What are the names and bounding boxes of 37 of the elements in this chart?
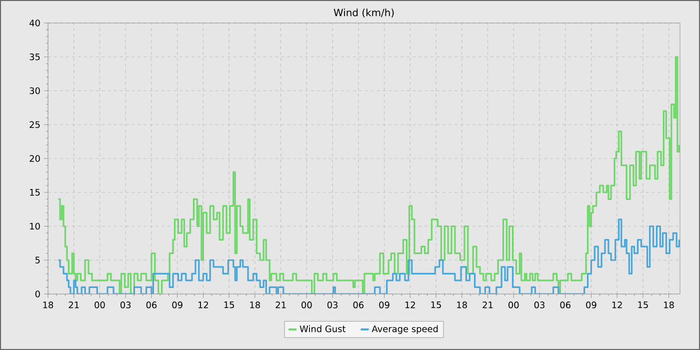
y-tick-label: 0	[35, 290, 40, 298]
x-tick-label: 03	[120, 302, 131, 308]
x-tick-label: 12	[612, 302, 622, 308]
legend-label: Average speed	[372, 325, 438, 334]
y-tick-label: 15	[30, 189, 40, 196]
x-tick-label: 06	[146, 302, 157, 308]
x-tick-label: 12	[405, 302, 415, 308]
y-tick-label: 10	[30, 222, 40, 230]
x-tick-label: 15	[431, 302, 441, 308]
x-tick-label: 03	[534, 302, 544, 308]
y-tick-label: 40	[30, 20, 40, 26]
x-tick-label: 09	[586, 302, 596, 308]
x-tick-label: 18	[457, 302, 467, 308]
x-tick-label: 06	[560, 302, 570, 308]
y-tick-label: 5	[35, 256, 40, 264]
x-tick-label: 15	[224, 302, 234, 308]
x-tick-label: 21	[276, 302, 286, 308]
x-tick-label: 12	[198, 302, 208, 308]
y-tick-label: 35	[30, 53, 40, 60]
x-tick-label: 09	[172, 302, 182, 308]
x-tick-label: 00	[302, 302, 312, 308]
legend-label: Wind Gust	[300, 325, 346, 332]
x-tick-label: 18	[43, 302, 54, 308]
x-tick-label: 18	[250, 302, 260, 308]
x-tick-label: 00	[508, 302, 519, 308]
x-tick-label: 18	[664, 302, 674, 308]
y-tick-label: 30	[30, 87, 40, 94]
x-tick-label: 21	[68, 302, 79, 308]
x-tick-label: 15	[638, 302, 648, 308]
x-tick-label: 00	[94, 302, 105, 308]
chart-title: Wind (km/h)	[334, 8, 394, 18]
y-tick-label: 20	[30, 155, 40, 162]
y-tick-label: 25	[30, 121, 40, 128]
x-tick-label: 03	[327, 302, 338, 308]
x-tick-label: 21	[482, 302, 493, 308]
x-tick-label: 09	[379, 302, 390, 308]
x-tick-label: 06	[353, 302, 364, 308]
